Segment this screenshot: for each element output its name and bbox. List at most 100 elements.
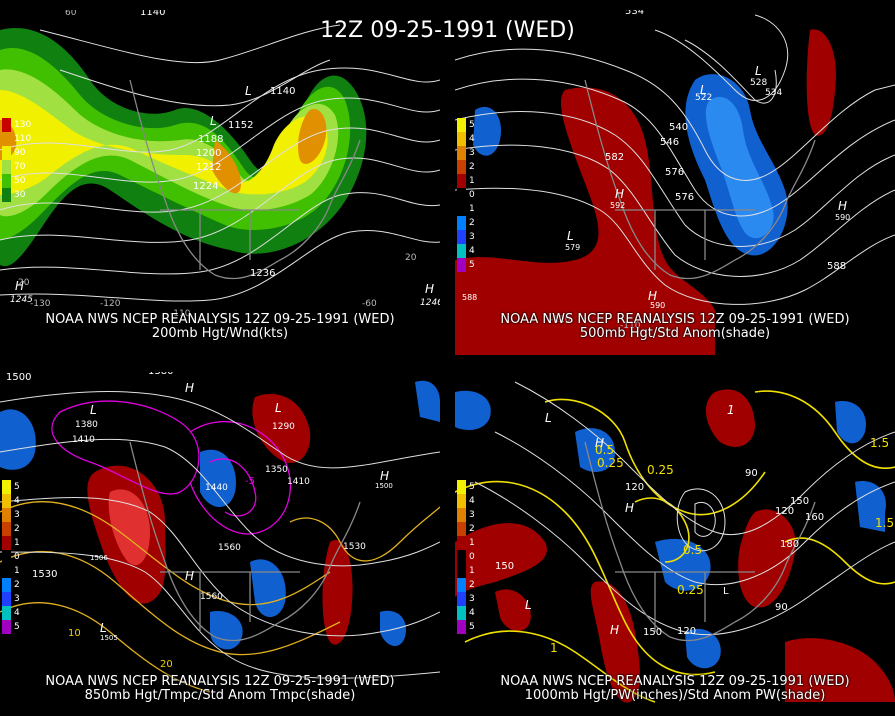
- map-label: 528: [607, 10, 626, 13]
- map-label: 60: [65, 10, 77, 18]
- map-label: 180: [780, 539, 799, 550]
- map-label: 1500: [375, 482, 393, 490]
- legend-label: 2: [14, 524, 20, 534]
- map-label: 1212: [196, 162, 221, 173]
- legend-label: 1: [14, 538, 20, 548]
- map-label: 588: [827, 261, 846, 272]
- panel-caption-field: 200mb Hgt/Wnd(kts): [151, 326, 289, 341]
- map-label: L: [525, 598, 532, 612]
- panel-caption-source: NOAA NWS NCEP REANALYSIS 12Z 09-25-1991 …: [500, 674, 850, 689]
- legend-label: 5: [469, 482, 475, 492]
- map-500mb: 528 534 528 534 522 540 546 582 576 576 …: [455, 10, 895, 355]
- map-label: H: [380, 469, 389, 483]
- panel-caption-source: NOAA NWS NCEP REANALYSIS 12Z 09-25-1991 …: [45, 674, 395, 689]
- legend-label: 1: [469, 566, 475, 576]
- legend-500mb: 5 4 3 2 1 0 1 2 3 4 5: [457, 118, 475, 272]
- map-label: 1350: [265, 465, 288, 475]
- legend-label: 110: [14, 134, 32, 144]
- map-label: 592: [610, 201, 625, 210]
- map-label: H: [615, 187, 624, 201]
- map-label: 0.25: [677, 583, 704, 597]
- panel-850mb: 1500 1380 1380 1410 1410 1290 1350 1440 …: [0, 372, 440, 716]
- map-label: -110: [620, 321, 641, 331]
- map-label: 90: [775, 602, 788, 613]
- map-label: 1380: [148, 372, 173, 377]
- map-label: -130: [30, 299, 51, 309]
- map-label: 10: [68, 628, 81, 639]
- legend-label: 5: [14, 622, 20, 632]
- map-label: L: [723, 586, 729, 597]
- map-label: 150: [495, 561, 514, 572]
- map-label: H: [625, 501, 634, 515]
- legend-label: 4: [469, 246, 475, 256]
- map-label: 540: [669, 122, 688, 133]
- map-label: L: [567, 229, 574, 243]
- legend-label: 90: [14, 148, 26, 158]
- panel-caption-field: 850mb Hgt/Tmpc/Std Anom Tmpc(shade): [84, 688, 356, 703]
- map-label: 120: [625, 482, 644, 493]
- map-label: 1506: [90, 554, 108, 562]
- map-label: H: [425, 282, 434, 296]
- map-label: H: [648, 289, 657, 303]
- legend-label: 5: [14, 482, 20, 492]
- map-label: 1224: [193, 181, 218, 192]
- map-label: 1505: [100, 634, 118, 642]
- map-label: 150: [643, 627, 662, 638]
- legend-label: 4: [14, 608, 20, 618]
- map-label: 1140: [140, 10, 165, 18]
- map-label: 1530: [32, 569, 57, 580]
- map-label: L: [100, 621, 107, 635]
- map-label: 546: [660, 137, 679, 148]
- map-label: 1290: [272, 422, 295, 432]
- legend-label: 3: [469, 594, 475, 604]
- legend-200mb: 130 110 90 70 50 30: [2, 118, 31, 202]
- map-label: 0.5: [683, 543, 702, 557]
- map-label: 1530: [343, 542, 366, 552]
- map-label: 588: [462, 293, 477, 302]
- map-label: -120: [100, 299, 121, 309]
- map-label: 576: [675, 192, 694, 203]
- map-label: 1152: [228, 120, 253, 131]
- legend-label: 4: [469, 608, 475, 618]
- legend-label: 0: [469, 190, 475, 200]
- legend-label: 130: [14, 120, 32, 130]
- map-label: L: [700, 83, 707, 97]
- legend-label: 3: [469, 148, 475, 158]
- legend-label: 1: [469, 538, 475, 548]
- legend-850mb: 5 4 3 2 1 0 1 2 3 4 5: [2, 480, 20, 634]
- map-label: 579: [565, 243, 580, 252]
- legend-label: 3: [469, 232, 475, 242]
- map-label: 1.5: [870, 436, 889, 450]
- map-label: 590: [650, 301, 665, 310]
- map-label: 522: [695, 93, 712, 103]
- map-label: 1560: [200, 592, 223, 602]
- legend-1000mb: 5 4 3 2 1 0 1 2 3 4 5: [457, 480, 475, 634]
- map-label: 1245: [10, 295, 33, 305]
- legend-label: 2: [469, 580, 475, 590]
- map-label: 150: [790, 496, 809, 507]
- map-200mb: 1140 1140 1152 1188 1200 1212 1224 1236 …: [0, 10, 440, 319]
- map-label: 120: [677, 626, 696, 637]
- map-label: H: [185, 569, 194, 583]
- map-label: 534: [625, 10, 644, 17]
- legend-label: 30: [14, 190, 26, 200]
- legend-label: 70: [14, 162, 26, 172]
- legend-label: 2: [469, 524, 475, 534]
- map-label: 1200: [196, 148, 221, 159]
- map-label: 1560: [218, 543, 241, 553]
- map-label: 0.5: [595, 443, 614, 457]
- map-label: 1: [727, 403, 735, 417]
- map-label: 1: [550, 641, 558, 655]
- map-label: 1236: [250, 268, 275, 279]
- map-label: H: [595, 436, 604, 450]
- map-label: 120: [775, 506, 794, 517]
- legend-label: 0: [469, 552, 475, 562]
- main-title: 12Z 09-25-1991 (WED): [320, 18, 575, 43]
- legend-label: 2: [469, 162, 475, 172]
- legend-label: 2: [469, 218, 475, 228]
- map-label: 90: [745, 468, 758, 479]
- legend-label: 1: [14, 566, 20, 576]
- map-label: -60: [362, 299, 377, 309]
- map-label: 1380: [75, 420, 98, 430]
